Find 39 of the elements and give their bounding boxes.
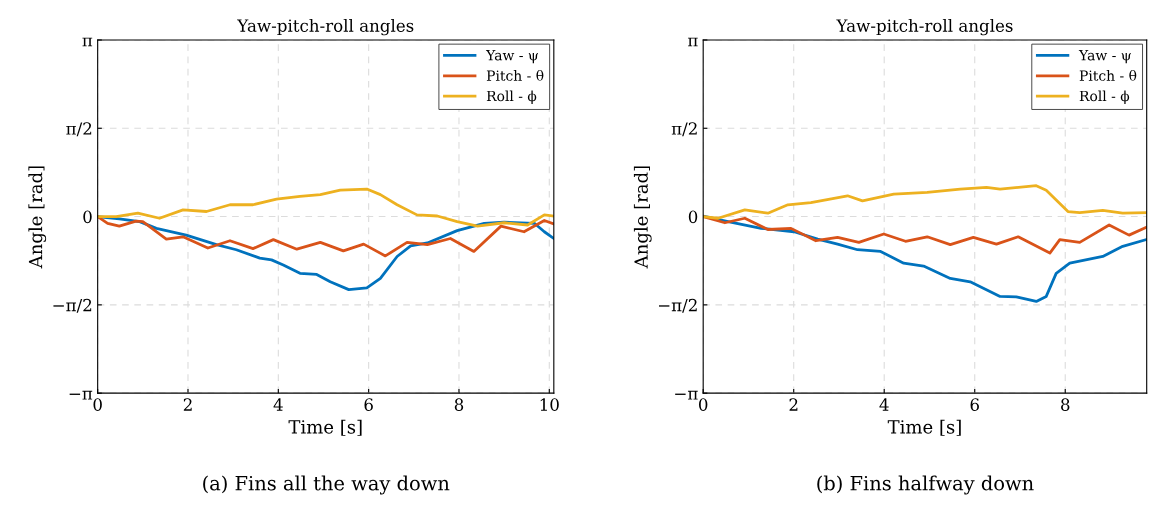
y-tick-label: π/2 bbox=[671, 122, 697, 137]
y-tick-label: π bbox=[687, 37, 698, 47]
text: (b) Fins halfway down bbox=[817, 475, 1034, 495]
legend-label: Pitch - θ bbox=[1079, 69, 1137, 81]
x-tick-label: 0 bbox=[698, 398, 708, 411]
y-tick-label: −π bbox=[69, 390, 93, 400]
x-axis-title: Time [s] bbox=[887, 419, 961, 436]
y-tick-label: −π/2 bbox=[53, 298, 92, 313]
line-series bbox=[703, 215, 1147, 255]
y-axis-title: Angle [rad] bbox=[633, 166, 652, 269]
legend-label: Pitch - θ bbox=[486, 69, 544, 81]
y-axis-title: Angle [rad] bbox=[28, 166, 47, 269]
x-tick-label: 6 bbox=[364, 398, 373, 411]
y-tick-label: −π bbox=[675, 390, 698, 400]
line-series bbox=[97, 187, 554, 228]
chart-title: Yaw-pitch-roll angles bbox=[836, 18, 1013, 36]
line-series bbox=[703, 184, 1147, 220]
x-tick-label: 4 bbox=[273, 398, 283, 411]
text: (a) Fins all the way down bbox=[203, 475, 450, 495]
legend-label: Yaw - ψ bbox=[1078, 50, 1131, 64]
x-axis-title: Time [s] bbox=[288, 419, 362, 436]
x-tick-label: 2 bbox=[183, 398, 192, 411]
y-tick-label: −π/2 bbox=[658, 298, 697, 313]
x-tick-label: 6 bbox=[970, 398, 979, 411]
x-tick-label: 0 bbox=[93, 398, 102, 411]
y-tick-label: π/2 bbox=[66, 122, 92, 137]
x-tick-label: 4 bbox=[879, 398, 889, 411]
legend-label: Yaw - ψ bbox=[485, 50, 538, 64]
x-tick-label: 8 bbox=[454, 398, 464, 411]
x-tick-label: 8 bbox=[1061, 398, 1070, 411]
y-tick-label: π bbox=[82, 37, 93, 47]
legend-label: Roll - ϕ bbox=[486, 90, 537, 104]
chart-title: Yaw-pitch-roll angles bbox=[237, 18, 414, 36]
x-tick-label: 2 bbox=[789, 398, 798, 411]
y-tick-label: 0 bbox=[688, 210, 698, 224]
legend-label: Roll - ϕ bbox=[1079, 90, 1130, 104]
line-series bbox=[97, 215, 554, 258]
y-tick-label: 0 bbox=[83, 210, 92, 224]
x-tick-label: 10 bbox=[540, 398, 559, 411]
